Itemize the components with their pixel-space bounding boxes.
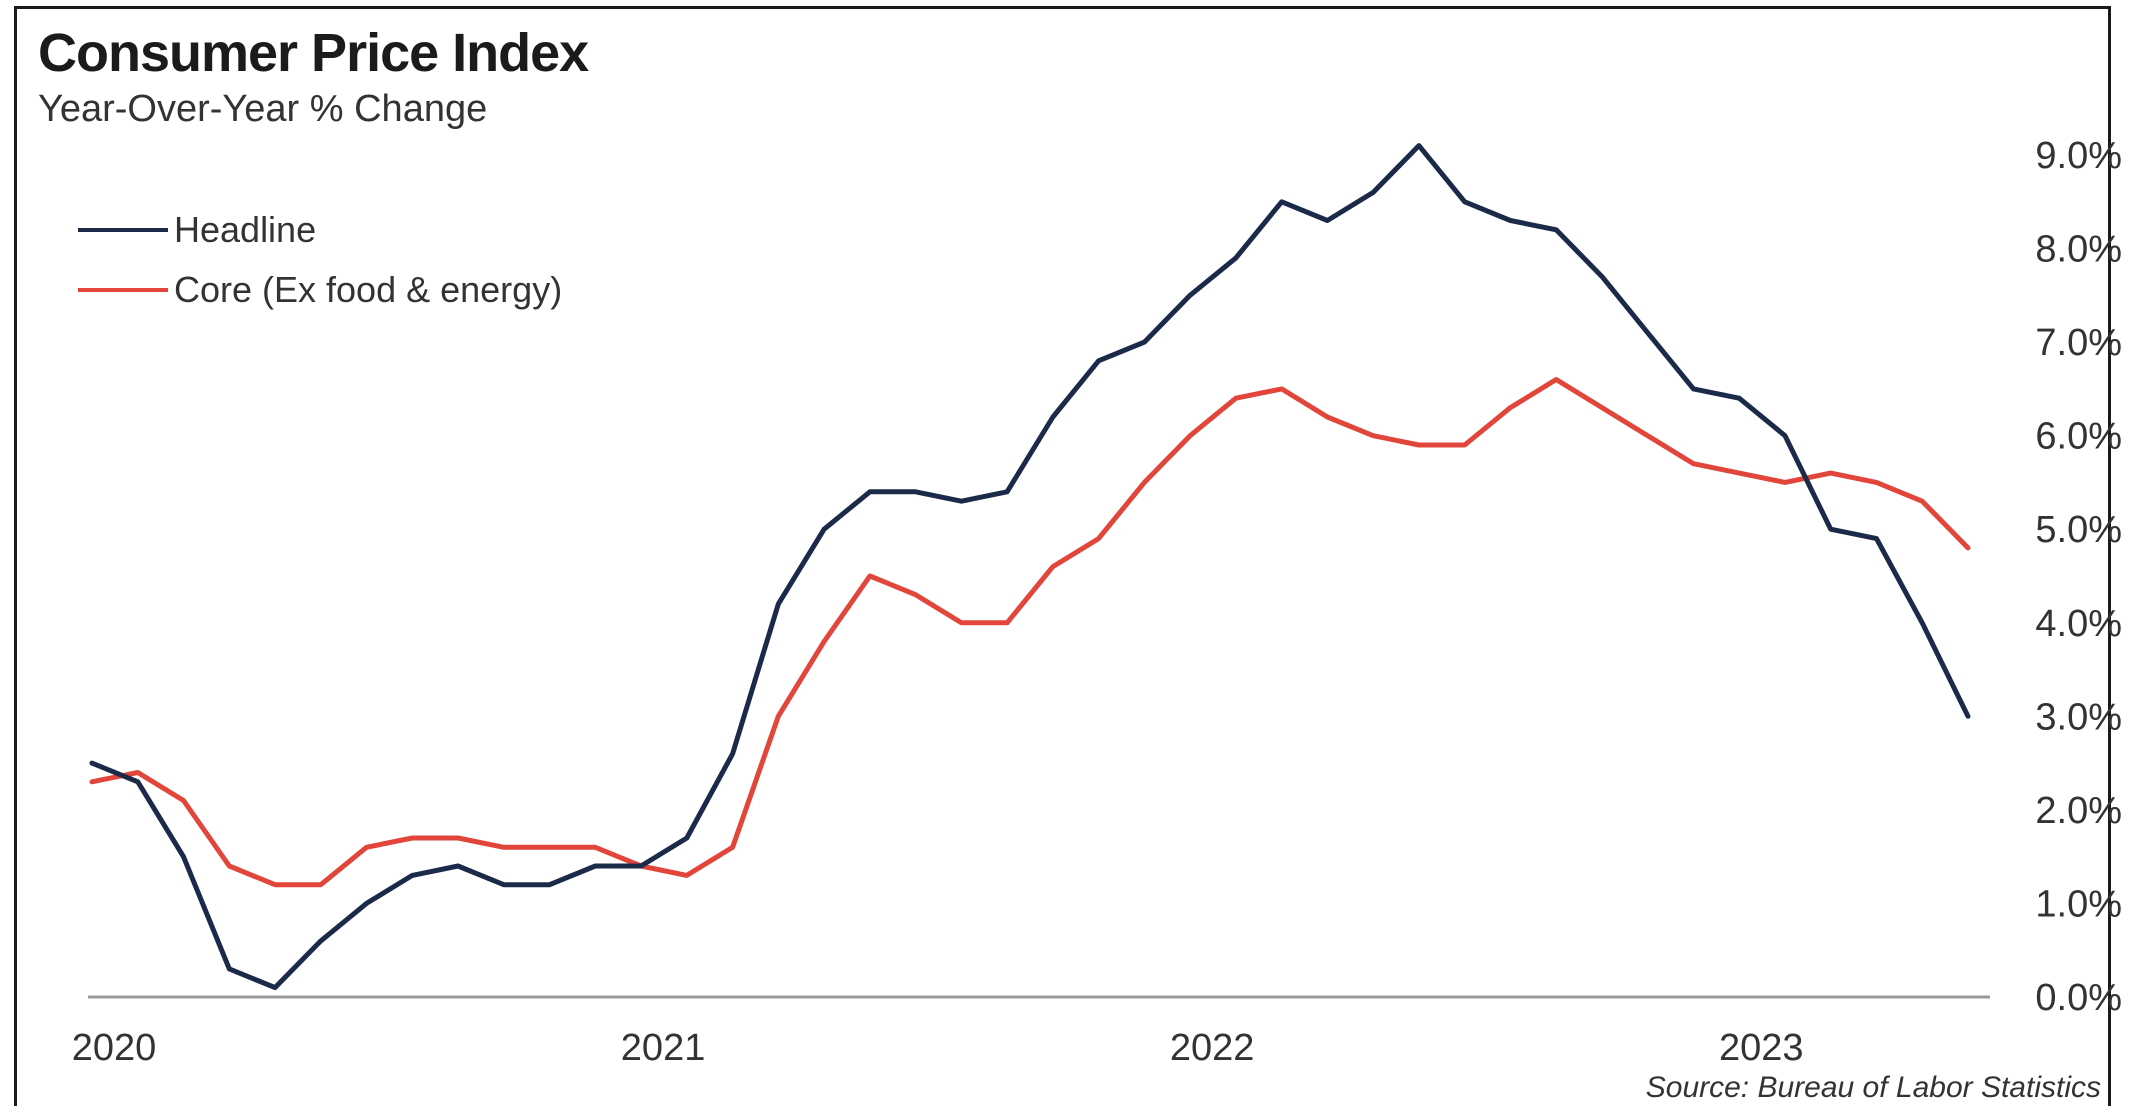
- legend-item-headline: Headline: [78, 200, 562, 260]
- y-tick-label: 8.0%: [2035, 229, 2122, 271]
- x-tick-label: 2020: [72, 1027, 157, 1069]
- y-tick-label: 5.0%: [2035, 509, 2122, 551]
- legend-item-core: Core (Ex food & energy): [78, 260, 562, 320]
- legend-swatch-core: [78, 288, 168, 292]
- y-tick-label: 2.0%: [2035, 790, 2122, 832]
- y-tick-label: 4.0%: [2035, 603, 2122, 645]
- chart-legend: Headline Core (Ex food & energy): [78, 200, 562, 320]
- y-tick-label: 9.0%: [2035, 135, 2122, 177]
- x-tick-label: 2022: [1170, 1027, 1255, 1069]
- chart-frame: [14, 6, 2111, 1106]
- y-tick-label: 6.0%: [2035, 416, 2122, 458]
- legend-label-core: Core (Ex food & energy): [174, 269, 563, 310]
- y-tick-label: 3.0%: [2035, 696, 2122, 738]
- source-note: Source: Bureau of Labor Statistics: [1645, 1071, 2101, 1104]
- series-line-headline: [89, 143, 1971, 991]
- x-tick-label: 2021: [621, 1027, 706, 1069]
- chart-title: Consumer Price Index: [38, 23, 589, 83]
- legend-swatch-headline: [78, 228, 168, 232]
- y-tick-label: 0.0%: [2035, 977, 2122, 1019]
- y-tick-label: 1.0%: [2035, 883, 2122, 925]
- x-tick-label: 2023: [1719, 1027, 1804, 1069]
- series-line-core: [89, 377, 1971, 888]
- legend-label-headline: Headline: [174, 209, 317, 250]
- y-tick-label: 7.0%: [2035, 322, 2122, 364]
- chart-subtitle: Year-Over-Year % Change: [38, 88, 488, 130]
